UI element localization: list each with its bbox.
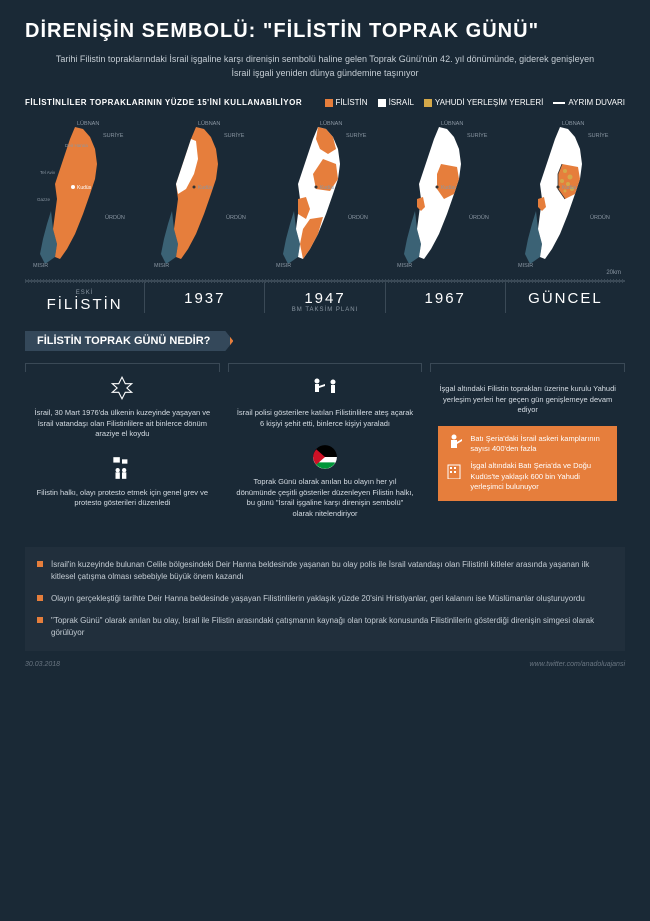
svg-text:Kudüs: Kudüs	[320, 185, 335, 191]
info-3-top: İşgal altındaki Filistin toprakları üzer…	[438, 384, 617, 416]
svg-text:LÜBNAN: LÜBNAN	[562, 120, 584, 127]
svg-text:Kudüs: Kudüs	[441, 185, 456, 191]
svg-text:SURİYE: SURİYE	[588, 132, 609, 139]
star-of-david-icon	[33, 374, 212, 402]
subtitle: Tarihi Filistin topraklarındaki İsrail i…	[25, 53, 625, 80]
footer: 30.03.2018 www.twitter.com/anadoluajansi	[25, 661, 625, 668]
svg-text:Kudüs: Kudüs	[77, 185, 92, 191]
bullets-section: İsrail'in kuzeyinde bulunan Celile bölge…	[25, 547, 625, 651]
svg-text:ÜRDÜN: ÜRDÜN	[590, 214, 610, 221]
svg-text:MISIR: MISIR	[518, 263, 533, 269]
lbl-syria: SURİYE	[103, 132, 124, 139]
protest-icon	[33, 454, 212, 482]
bullet-2: Olayın gerçekleştiği tarihte Deir Hanna …	[51, 593, 585, 605]
legend-israel: İSRAİL	[389, 98, 414, 107]
map-4: LÜBNAN SURİYE ÜRDÜN MISIR Kudüs	[389, 119, 504, 274]
info-2b: Toprak Günü olarak anılan bu olayın her …	[236, 477, 415, 519]
footer-source: www.twitter.com/anadoluajansi	[530, 661, 625, 668]
legend-palestine-sq	[325, 99, 333, 107]
bullet-1: İsrail'in kuzeyinde bulunan Celile bölge…	[51, 559, 613, 583]
legend-settle: YAHUDİ YERLEŞİM YERLERİ	[435, 98, 543, 107]
svg-text:Tel Aviv: Tel Aviv	[40, 170, 56, 175]
svg-text:LÜBNAN: LÜBNAN	[320, 120, 342, 127]
svg-text:SURİYE: SURİYE	[346, 132, 367, 139]
orange-text-1: Batı Şeria'daki İsrail askeri kamplarını…	[470, 434, 609, 456]
svg-text:LÜBNAN: LÜBNAN	[198, 120, 220, 127]
main-title: DİRENİŞİN SEMBOLÜ: "FİLİSTİN TOPRAK GÜNÜ…	[25, 20, 625, 43]
svg-text:MISIR: MISIR	[397, 263, 412, 269]
lbl-lebanon: LÜBNAN	[77, 120, 99, 127]
building-icon	[446, 461, 464, 493]
legend-palestine: FİLİSTİN	[336, 98, 368, 107]
clash-icon	[236, 374, 415, 402]
svg-text:ÜRDÜN: ÜRDÜN	[226, 214, 246, 221]
info-2a: İsrail polisi gösterilere katılan Filist…	[236, 408, 415, 429]
svg-text:MISIR: MISIR	[276, 263, 291, 269]
maps-row: LÜBNAN SURİYE ÜRDÜN MISIR Deir Hanna Tel…	[25, 119, 625, 274]
info-col-2: İsrail polisi gösterilere katılan Filist…	[228, 363, 423, 529]
svg-text:LÜBNAN: LÜBNAN	[441, 120, 463, 127]
svg-text:MISIR: MISIR	[154, 263, 169, 269]
lbl-jordan: ÜRDÜN	[105, 214, 125, 221]
legend-settle-sq	[424, 99, 432, 107]
svg-text:Kudüs: Kudüs	[562, 185, 577, 191]
map-5: LÜBNAN SURİYE ÜRDÜN MISIR Kudüs	[510, 119, 625, 274]
info-1a: İsrail, 30 Mart 1976'da ülkenin kuzeyind…	[33, 408, 212, 440]
svg-text:ÜRDÜN: ÜRDÜN	[469, 214, 489, 221]
legend: FİLİSTİN İSRAİL YAHUDİ YERLEŞİM YERLERİ …	[325, 98, 625, 107]
svg-text:Gazze: Gazze	[37, 197, 51, 202]
info-1b: Filistin halkı, olayı protesto etmek içi…	[33, 488, 212, 509]
legend-wall: AYRIM DUVARI	[568, 98, 625, 107]
orange-stats-box: Batı Şeria'daki İsrail askeri kamplarını…	[438, 426, 617, 501]
palestine-flag-icon	[236, 443, 415, 471]
info-grid: İsrail, 30 Mart 1976'da ülkenin kuzeyind…	[25, 363, 625, 529]
usage-text: FİLİSTİNLİLER TOPRAKLARININ YÜZDE 15'İNİ…	[25, 98, 302, 107]
section-header: FİLİSTİN TOPRAK GÜNÜ NEDİR?	[25, 331, 233, 351]
info-col-3: İşgal altındaki Filistin toprakları üzer…	[430, 363, 625, 529]
map-1: LÜBNAN SURİYE ÜRDÜN MISIR Deir Hanna Tel…	[25, 119, 140, 274]
svg-text:Deir Hanna: Deir Hanna	[65, 143, 88, 148]
svg-text:SURİYE: SURİYE	[467, 132, 488, 139]
map-2: LÜBNAN SURİYE ÜRDÜN MISIR Kudüs	[146, 119, 261, 274]
footer-date: 30.03.2018	[25, 661, 60, 668]
legend-row: FİLİSTİNLİLER TOPRAKLARININ YÜZDE 15'İNİ…	[25, 98, 625, 107]
bullet-3: "Toprak Günü" olarak anılan bu olay, İsr…	[51, 615, 613, 639]
info-col-1: İsrail, 30 Mart 1976'da ülkenin kuzeyind…	[25, 363, 220, 529]
legend-wall-line	[553, 102, 565, 104]
orange-text-2: İşgal altındaki Batı Şeria'da ve Doğu Ku…	[470, 461, 609, 493]
timeline: ESKİFİLİSTİN 1937 1947BM TAKSİM PLANI 19…	[25, 280, 625, 313]
bullet-sq	[37, 561, 43, 567]
svg-text:SURİYE: SURİYE	[224, 132, 245, 139]
svg-text:ÜRDÜN: ÜRDÜN	[348, 214, 368, 221]
map-3: LÜBNAN SURİYE ÜRDÜN MISIR Kudüs	[268, 119, 383, 274]
soldier-icon	[446, 434, 464, 456]
legend-israel-sq	[378, 99, 386, 107]
lbl-egypt: MISIR	[33, 263, 48, 269]
svg-text:Kudüs: Kudüs	[198, 185, 213, 191]
